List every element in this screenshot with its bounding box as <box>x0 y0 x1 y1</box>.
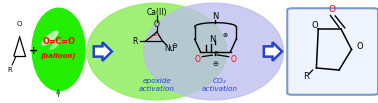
Ellipse shape <box>32 8 85 91</box>
Text: +: + <box>29 46 38 57</box>
FancyArrow shape <box>94 42 112 61</box>
Ellipse shape <box>50 41 59 49</box>
Text: O: O <box>311 21 318 30</box>
Text: O: O <box>154 20 160 29</box>
Text: ⊖: ⊖ <box>212 61 218 67</box>
Text: N: N <box>209 35 215 44</box>
Text: R: R <box>303 72 309 81</box>
Text: epoxide
activation: epoxide activation <box>139 78 175 92</box>
Ellipse shape <box>87 3 227 100</box>
Text: O: O <box>17 21 22 27</box>
Text: R: R <box>8 67 12 73</box>
Text: O: O <box>328 5 335 14</box>
Text: O: O <box>231 55 237 64</box>
Text: O: O <box>194 55 200 64</box>
Text: R: R <box>133 37 138 46</box>
Text: Nu: Nu <box>164 44 175 53</box>
Text: S: S <box>213 51 218 57</box>
FancyArrow shape <box>264 42 282 61</box>
Text: Ca(II): Ca(II) <box>147 8 167 17</box>
Text: ⊖: ⊖ <box>171 43 177 49</box>
Text: ⊕: ⊕ <box>222 33 228 37</box>
Ellipse shape <box>42 31 58 45</box>
Text: (balloon): (balloon) <box>41 52 76 59</box>
FancyBboxPatch shape <box>287 8 378 95</box>
Ellipse shape <box>144 3 284 100</box>
Text: N: N <box>212 12 218 21</box>
Text: CO₂
activation: CO₂ activation <box>201 78 237 92</box>
Text: O: O <box>356 42 363 51</box>
Text: O=C=O: O=C=O <box>42 37 75 46</box>
